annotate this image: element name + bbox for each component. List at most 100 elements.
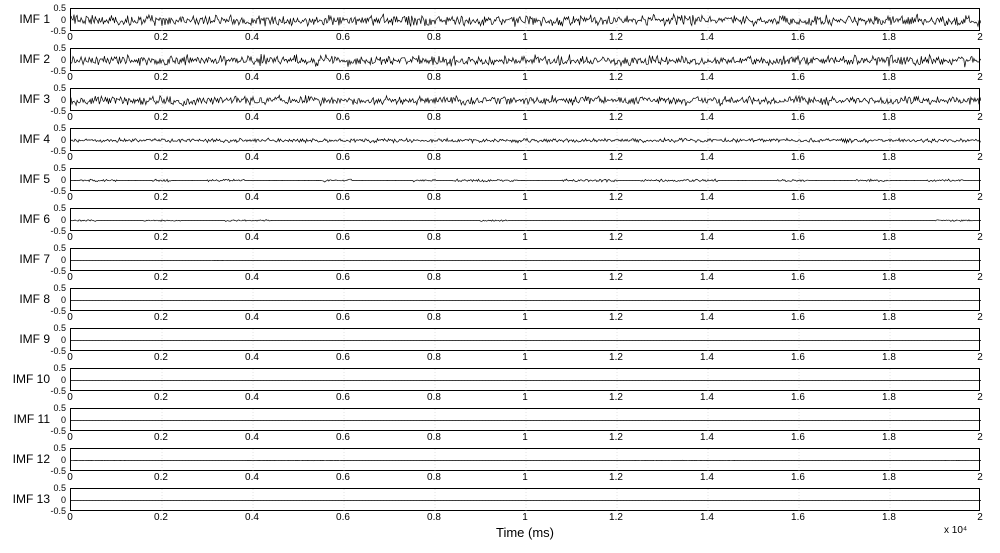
- xtick-label: 2: [977, 352, 983, 363]
- xtick-label: 2: [977, 392, 983, 403]
- xtick-label: 1.2: [609, 192, 623, 203]
- xtick-label: 0.4: [245, 272, 259, 283]
- xtick-label: 0.4: [245, 232, 259, 243]
- ytick-label: 0.5: [44, 203, 66, 213]
- xtick-label: 2: [977, 112, 983, 123]
- ytick-label: 0.5: [44, 43, 66, 53]
- xtick-label: 0.4: [245, 192, 259, 203]
- subplot-svg: [71, 89, 981, 112]
- ytick-label: 0: [44, 455, 66, 465]
- xtick-label: 1.4: [700, 392, 714, 403]
- xtick-label: 0: [67, 352, 73, 363]
- subplot-svg: [71, 49, 981, 72]
- xtick-label: 0.8: [427, 472, 441, 483]
- xtick-label: 0.2: [154, 72, 168, 83]
- xtick-label: 2: [977, 272, 983, 283]
- xtick-label: 1.4: [700, 232, 714, 243]
- imf-row-label: IMF 9: [0, 332, 50, 346]
- xtick-label: 0.2: [154, 352, 168, 363]
- imf-row-label: IMF 10: [0, 372, 50, 386]
- ytick-label: -0.5: [44, 66, 66, 76]
- subplot-svg: [71, 129, 981, 152]
- xtick-label: 0.6: [336, 72, 350, 83]
- xtick-label: 1: [522, 432, 528, 443]
- xtick-label: 1.2: [609, 352, 623, 363]
- xtick-label: 1.4: [700, 152, 714, 163]
- ytick-label: 0: [44, 55, 66, 65]
- xtick-label: 0: [67, 392, 73, 403]
- xtick-label: 0.6: [336, 512, 350, 523]
- xtick-label: 1.2: [609, 272, 623, 283]
- xtick-label: 0.8: [427, 192, 441, 203]
- xtick-label: 2: [977, 432, 983, 443]
- xtick-label: 1.8: [882, 352, 896, 363]
- xtick-label: 0.6: [336, 272, 350, 283]
- xtick-label: 1.4: [700, 32, 714, 43]
- ytick-label: 0: [44, 135, 66, 145]
- xtick-label: 0: [67, 232, 73, 243]
- subplot: [70, 88, 980, 111]
- xtick-label: 0.6: [336, 392, 350, 403]
- ytick-label: 0.5: [44, 83, 66, 93]
- xtick-label: 0.2: [154, 32, 168, 43]
- ytick-label: -0.5: [44, 346, 66, 356]
- ytick-label: -0.5: [44, 146, 66, 156]
- xtick-label: 0.8: [427, 392, 441, 403]
- xtick-label: 1.8: [882, 32, 896, 43]
- xtick-label: 0: [67, 152, 73, 163]
- xtick-label: 0.6: [336, 32, 350, 43]
- ytick-label: 0.5: [44, 243, 66, 253]
- subplot: [70, 408, 980, 431]
- xtick-label: 0.2: [154, 472, 168, 483]
- xtick-label: 0.6: [336, 112, 350, 123]
- ytick-label: -0.5: [44, 106, 66, 116]
- xtick-label: 1.8: [882, 312, 896, 323]
- xtick-label: 1.4: [700, 352, 714, 363]
- xtick-label: 1.8: [882, 232, 896, 243]
- subplot: [70, 368, 980, 391]
- xtick-label: 0.4: [245, 432, 259, 443]
- xtick-label: 0.6: [336, 192, 350, 203]
- imf-row-label: IMF 3: [0, 92, 50, 106]
- ytick-label: -0.5: [44, 466, 66, 476]
- imf-row-label: IMF 12: [0, 452, 50, 466]
- xtick-label: 1.2: [609, 312, 623, 323]
- xtick-label: 0.6: [336, 152, 350, 163]
- xtick-label: 1.6: [791, 312, 805, 323]
- xtick-label: 0.2: [154, 312, 168, 323]
- xtick-label: 1.2: [609, 112, 623, 123]
- xtick-label: 2: [977, 152, 983, 163]
- xtick-label: 1.6: [791, 72, 805, 83]
- subplot: [70, 448, 980, 471]
- xtick-label: 0.8: [427, 152, 441, 163]
- subplot: [70, 328, 980, 351]
- subplot-svg: [71, 9, 981, 32]
- imf-row-label: IMF 7: [0, 252, 50, 266]
- ytick-label: 0: [44, 335, 66, 345]
- ytick-label: 0.5: [44, 323, 66, 333]
- xtick-label: 0: [67, 512, 73, 523]
- xtick-label: 1: [522, 192, 528, 203]
- xtick-label: 1.4: [700, 512, 714, 523]
- ytick-label: -0.5: [44, 26, 66, 36]
- xtick-label: 1.4: [700, 432, 714, 443]
- subplot: [70, 8, 980, 31]
- ytick-label: 0: [44, 175, 66, 185]
- xtick-label: 1: [522, 272, 528, 283]
- xtick-label: 0.4: [245, 472, 259, 483]
- xtick-label: 0.2: [154, 152, 168, 163]
- xtick-label: 1.8: [882, 512, 896, 523]
- ytick-label: 0: [44, 15, 66, 25]
- ytick-label: 0: [44, 215, 66, 225]
- ytick-label: -0.5: [44, 266, 66, 276]
- ytick-label: -0.5: [44, 506, 66, 516]
- xtick-label: 0: [67, 72, 73, 83]
- xtick-label: 0.6: [336, 312, 350, 323]
- xtick-label: 0.4: [245, 152, 259, 163]
- xtick-label: 1.6: [791, 152, 805, 163]
- ytick-label: 0: [44, 95, 66, 105]
- imf-row-label: IMF 4: [0, 132, 50, 146]
- xtick-label: 0.6: [336, 472, 350, 483]
- xtick-label: 2: [977, 192, 983, 203]
- xtick-label: 1.6: [791, 432, 805, 443]
